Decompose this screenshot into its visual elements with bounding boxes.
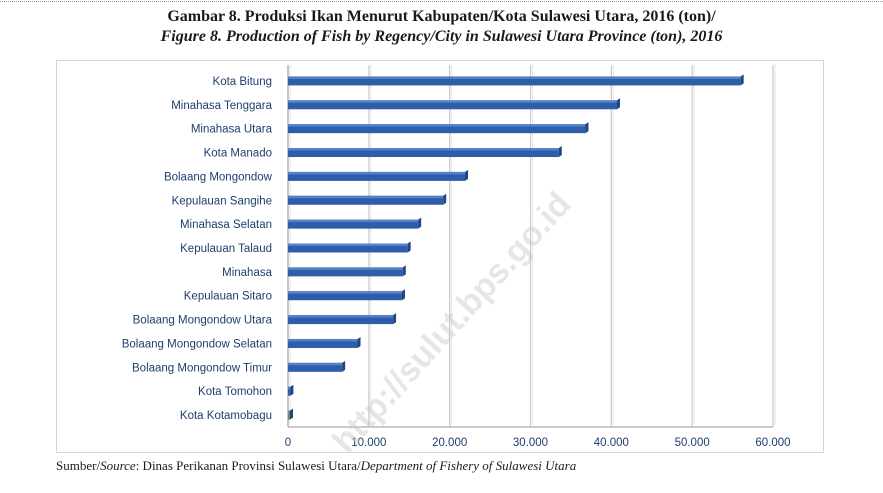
x-tick-label: 0 (285, 437, 291, 449)
bar (288, 100, 617, 110)
x-tick-label: 20.000 (432, 437, 467, 449)
bar-end-cap (443, 193, 447, 205)
bar-end-cap (290, 408, 293, 420)
bar-highlight (288, 315, 394, 318)
x-tick-label: 10.000 (351, 437, 386, 449)
bar-highlight (288, 76, 741, 79)
category-label: Kota Manado (204, 148, 272, 160)
category-label: Bolaang Mongondow Timur (132, 362, 272, 374)
source-label-id: Sumber/ (56, 458, 101, 473)
category-label: Kepulauan Talaud (180, 243, 272, 255)
bar-end-cap (558, 146, 562, 158)
bar (288, 267, 403, 277)
bar-end-cap (401, 289, 405, 301)
bar-end-cap (290, 384, 294, 396)
category-label: Bolaang Mongondow Selatan (122, 338, 272, 350)
bar-end-cap (585, 122, 589, 134)
figure-title-indonesian: Gambar 8. Produksi Ikan Menurut Kabupate… (167, 8, 716, 25)
category-label: Bolaang Mongondow Utara (133, 315, 273, 327)
bar-highlight (288, 291, 402, 294)
figure-title-english: Figure 8. Production of Fish by Regency/… (160, 28, 723, 45)
bar (288, 386, 291, 396)
x-tick-label: 40.000 (594, 437, 629, 449)
bar-highlight (288, 195, 444, 199)
bar-end-cap (465, 169, 469, 181)
bar-highlight (288, 100, 617, 103)
source-text-id: : Dinas Perikanan Provinsi Sulawesi Utar… (135, 458, 361, 473)
source-text-en: Department of Fishery of Sulawesi Utara (360, 458, 577, 473)
source-label-en: Source (100, 458, 136, 473)
bar-highlight (288, 148, 559, 151)
category-label: Minahasa Selatan (180, 219, 272, 231)
bar (288, 171, 466, 181)
bar (288, 338, 358, 348)
bar-end-cap (342, 360, 346, 372)
bar (288, 315, 394, 325)
category-label: Kota Bitung (213, 76, 272, 88)
bar (288, 219, 419, 229)
bar (288, 362, 343, 372)
category-label: Minahasa Utara (191, 124, 273, 136)
bar-highlight (288, 338, 358, 342)
bar (288, 148, 559, 158)
x-tick-label: 50.000 (675, 437, 710, 449)
category-label: Bolaang Mongondow (164, 171, 273, 183)
bar-end-cap (393, 313, 397, 325)
bar-highlight (288, 362, 343, 366)
x-tick-label: 30.000 (513, 437, 548, 449)
bar-highlight (288, 171, 466, 175)
x-tick-label: 60.000 (755, 437, 790, 449)
bar (288, 243, 408, 253)
bar-highlight (288, 243, 408, 246)
bar-highlight (288, 267, 403, 270)
bar-highlight (288, 219, 419, 223)
bar (288, 76, 741, 86)
bar-highlight (288, 410, 290, 414)
top-dotted-rule (0, 1, 883, 2)
category-label: Kepulauan Sitaro (184, 291, 272, 303)
bar-end-cap (407, 241, 411, 253)
bar-highlight (288, 124, 586, 127)
bar-end-cap (418, 217, 422, 229)
category-label: Minahasa Tenggara (171, 100, 272, 112)
bar (288, 124, 586, 134)
bar-end-cap (616, 98, 620, 110)
bar-end-cap (740, 74, 744, 86)
category-label: Minahasa (222, 267, 272, 279)
category-label: Kepulauan Sangihe (172, 195, 272, 207)
bar (288, 410, 290, 420)
bar (288, 195, 444, 205)
category-label: Kota Tomohon (198, 386, 272, 398)
source-note: Sumber/Source: Dinas Perikanan Provinsi … (56, 458, 576, 474)
bar (288, 291, 402, 301)
bar-highlight (288, 386, 291, 390)
fish-production-bar-chart: 0 10.000 20.000 30.000 40.000 50.000 60.000 Kot… (122, 63, 791, 449)
bar-end-cap (402, 265, 406, 277)
bar-end-cap (357, 336, 361, 348)
category-label: Kota Kotamobagu (180, 410, 272, 422)
